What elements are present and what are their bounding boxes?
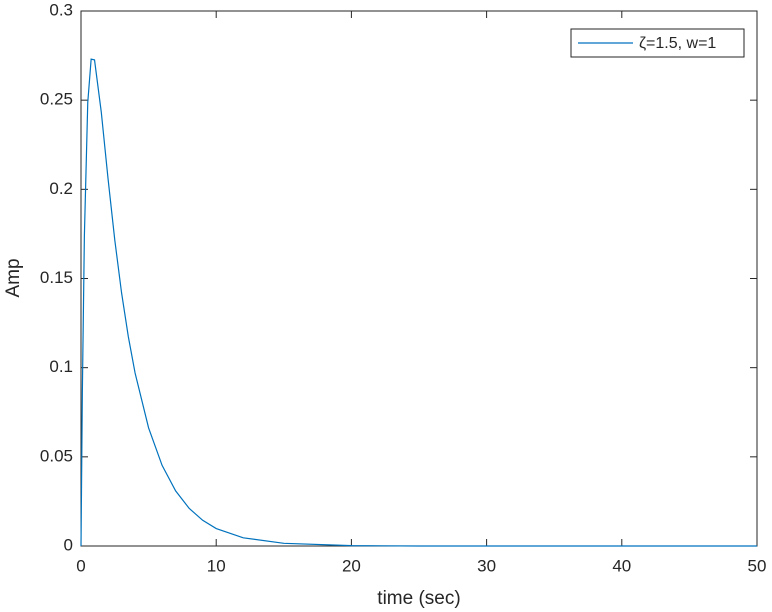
x-tick-label: 50 [748, 556, 767, 575]
y-tick-label: 0.25 [40, 90, 73, 109]
y-tick-label: 0.2 [49, 179, 73, 198]
y-tick-label: 0.15 [40, 268, 73, 287]
x-tick-label: 40 [612, 556, 631, 575]
x-axis-label: time (sec) [377, 588, 460, 609]
data-line [80, 58, 757, 547]
legend-label: ζ=1.5, w=1 [639, 35, 716, 52]
x-tick-label: 30 [477, 556, 496, 575]
y-axis-label: Amp [3, 258, 24, 297]
x-tick-label: 10 [207, 556, 226, 575]
y-tick-label: 0.3 [49, 0, 73, 19]
plot-area [80, 10, 758, 547]
x-tick-label: 0 [76, 556, 85, 575]
y-tick-label: 0.05 [40, 446, 73, 465]
y-tick-label: 0.1 [49, 357, 73, 376]
x-tick-label: 20 [342, 556, 361, 575]
y-tick-label: 0 [64, 535, 73, 554]
